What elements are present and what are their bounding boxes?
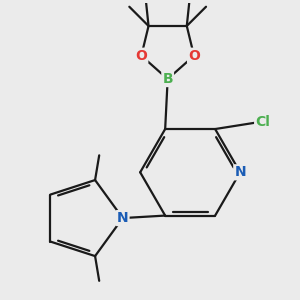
- Text: O: O: [135, 49, 147, 63]
- Text: N: N: [234, 165, 246, 179]
- Text: N: N: [117, 211, 128, 225]
- Text: B: B: [162, 72, 173, 86]
- Text: Cl: Cl: [255, 115, 270, 128]
- Text: O: O: [188, 49, 200, 63]
